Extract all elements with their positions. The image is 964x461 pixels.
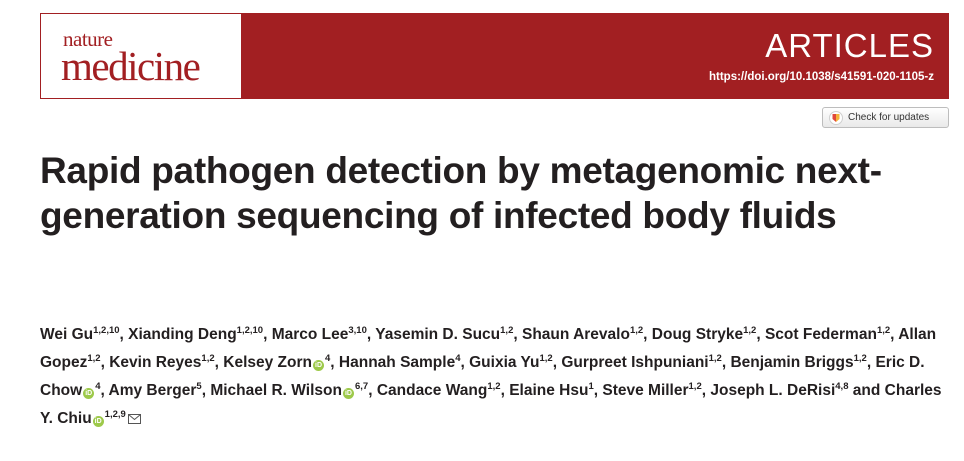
author[interactable]: Xianding Deng1,2,10 bbox=[128, 326, 263, 343]
article-title: Rapid pathogen detection by metagenomic … bbox=[40, 150, 882, 236]
orcid-icon[interactable]: iD bbox=[342, 388, 354, 399]
doi-link[interactable]: https://doi.org/10.1038/s41591-020-1105-… bbox=[709, 71, 934, 83]
orcid-icon[interactable]: iD bbox=[313, 360, 324, 371]
envelope-icon[interactable] bbox=[127, 414, 141, 424]
affiliation-superscript: 4 bbox=[455, 353, 461, 364]
affiliation-superscript: 4,8 bbox=[835, 381, 849, 392]
author-name: Gurpreet Ishpuniani bbox=[561, 354, 709, 371]
author[interactable]: Charles Y. Chiu iD1,2,9 bbox=[40, 382, 942, 427]
author-name: Amy Berger bbox=[108, 382, 197, 399]
author[interactable]: Candace Wang1,2 bbox=[377, 382, 501, 399]
author-name: Doug Stryke bbox=[651, 326, 744, 343]
author[interactable]: Benjamin Briggs1,2 bbox=[730, 354, 866, 371]
author-name: Steve Miller bbox=[602, 382, 689, 399]
author-name: Xianding Deng bbox=[128, 326, 237, 343]
affiliation-superscript: 1,2 bbox=[629, 325, 644, 336]
author[interactable]: Michael R. Wilson iD6,7 bbox=[210, 382, 368, 399]
author-name: Allan Gopez bbox=[40, 326, 937, 371]
affiliation-superscript: 4 bbox=[325, 353, 331, 364]
affiliation-superscript: 3,10 bbox=[348, 325, 367, 336]
author-name: Joseph L. DeRisi bbox=[710, 382, 836, 399]
affiliation-superscript: 1,2,10 bbox=[236, 325, 264, 336]
author-name: Scot Federman bbox=[764, 326, 877, 343]
author-name: Wei Gu bbox=[40, 326, 94, 343]
author[interactable]: Elaine Hsu1 bbox=[509, 382, 594, 399]
affiliation-superscript: 1,2 bbox=[708, 353, 722, 364]
author-name: Yasemin D. Sucu bbox=[375, 326, 501, 343]
author[interactable]: Joseph L. DeRisi4,8 bbox=[710, 382, 848, 399]
affiliation-superscript: 1,2 bbox=[876, 325, 891, 336]
author[interactable]: Amy Berger5 bbox=[109, 382, 202, 399]
affiliation-superscript: 4 bbox=[95, 381, 101, 392]
author-name: Shaun Arevalo bbox=[521, 326, 630, 343]
journal-logo[interactable]: nature medicine bbox=[40, 13, 242, 99]
affiliation-superscript: 1,2 bbox=[743, 325, 757, 336]
affiliation-superscript: 1 bbox=[588, 381, 594, 392]
author[interactable]: Kelsey Zorn iD4 bbox=[223, 354, 330, 371]
author-name: Hannah Sample bbox=[338, 354, 456, 371]
orcid-icon[interactable]: iD bbox=[83, 388, 95, 399]
affiliation-superscript: 1,2 bbox=[201, 353, 215, 364]
author[interactable]: Gurpreet Ishpuniani1,2 bbox=[561, 354, 721, 371]
author-list: Wei Gu1,2,10, Xianding Deng1,2,10, Marco… bbox=[40, 325, 942, 427]
author[interactable]: Shaun Arevalo1,2 bbox=[522, 326, 643, 343]
section-label: ARTICLES bbox=[765, 27, 934, 64]
affiliation-superscript: 5 bbox=[196, 381, 202, 392]
check-for-updates-label: Check for updates bbox=[848, 112, 930, 123]
author[interactable]: Doug Stryke1,2 bbox=[652, 326, 757, 343]
affiliation-superscript: 1,2 bbox=[853, 353, 867, 364]
check-for-updates-button[interactable]: Check for updates bbox=[822, 107, 949, 128]
affiliation-superscript: 1,2 bbox=[500, 325, 514, 336]
affiliation-superscript: 1,2 bbox=[688, 381, 702, 392]
author-name: Charles Y. Chiu bbox=[40, 382, 942, 427]
affiliation-superscript: 1,2 bbox=[539, 353, 553, 364]
author[interactable]: Eric D. Chow iD4 bbox=[40, 354, 925, 399]
author[interactable]: Allan Gopez1,2 bbox=[40, 326, 936, 371]
affiliation-superscript: 1,2 bbox=[487, 381, 501, 392]
author-name: Michael R. Wilson bbox=[210, 382, 342, 399]
author-name: Kelsey Zorn bbox=[223, 354, 312, 371]
author[interactable]: Guixia Yu1,2 bbox=[469, 354, 553, 371]
author-name: Candace Wang bbox=[376, 382, 488, 399]
author[interactable]: Hannah Sample4 bbox=[339, 354, 461, 371]
author[interactable]: Steve Miller1,2 bbox=[602, 382, 701, 399]
affiliation-superscript: 6,7 bbox=[354, 381, 369, 392]
author-name: Benjamin Briggs bbox=[730, 354, 854, 371]
orcid-icon[interactable]: iD bbox=[92, 416, 104, 427]
author-name: Guixia Yu bbox=[469, 354, 540, 371]
affiliation-superscript: 1,2 bbox=[87, 353, 101, 364]
author-name: Marco Lee bbox=[271, 326, 349, 343]
logo-nature-text: nature bbox=[63, 27, 113, 51]
author[interactable]: Kevin Reyes1,2 bbox=[109, 354, 214, 371]
author[interactable]: Wei Gu1,2,10 bbox=[40, 326, 120, 343]
author-name: Elaine Hsu bbox=[509, 382, 589, 399]
author[interactable]: Scot Federman1,2 bbox=[765, 326, 890, 343]
crossmark-icon bbox=[829, 110, 843, 125]
author[interactable]: Yasemin D. Sucu1,2 bbox=[375, 326, 513, 343]
author-name: Kevin Reyes bbox=[109, 354, 202, 371]
affiliation-superscript: 1,2,9 bbox=[104, 409, 126, 420]
logo-medicine-text: medicine bbox=[61, 43, 201, 89]
author-name: Eric D. Chow bbox=[40, 354, 925, 399]
affiliation-superscript: 1,2,10 bbox=[93, 325, 120, 336]
author[interactable]: Marco Lee3,10 bbox=[272, 326, 367, 343]
